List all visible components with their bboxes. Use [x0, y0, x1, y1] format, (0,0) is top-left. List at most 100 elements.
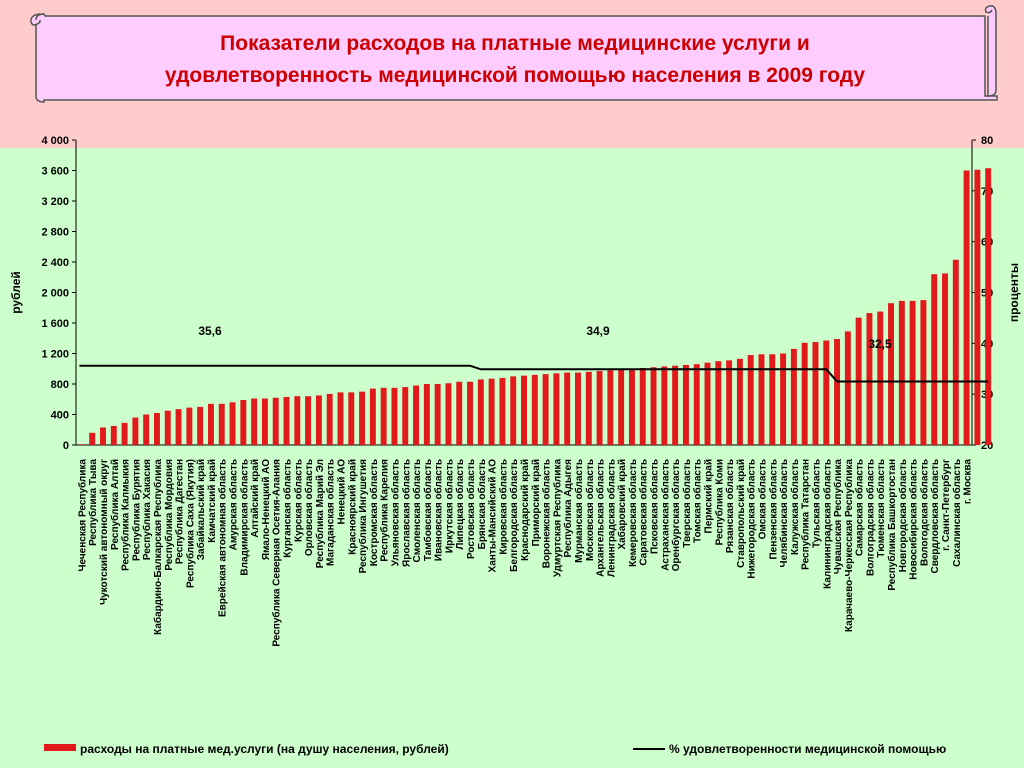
x-tick-label: Волгоградская область — [864, 459, 876, 576]
x-tick-label: Калужская область — [789, 459, 801, 555]
bar — [283, 396, 290, 445]
bar — [78, 444, 85, 445]
bar — [672, 365, 679, 445]
slide-title: Показатели расходов на платные медицинск… — [60, 28, 970, 92]
bar — [175, 409, 182, 445]
x-tick-label: Рязанская область — [724, 459, 736, 553]
x-tick-label: Республика Ингушетия — [357, 459, 369, 574]
x-tick-label: Нижегородская область — [746, 459, 758, 579]
x-tick-label: Республика Хакасия — [141, 459, 153, 560]
bar — [229, 402, 236, 445]
x-tick-label: Ханты-Мансийский АО — [488, 459, 499, 573]
x-tick-label: Оренбургская область — [670, 459, 682, 571]
y-tick-label: 400 — [51, 410, 69, 422]
bar — [294, 396, 301, 445]
bar — [423, 384, 430, 445]
bar — [628, 368, 635, 445]
x-tick-label: Республика Башкортостан — [886, 459, 898, 591]
bar — [607, 370, 614, 445]
bar — [218, 403, 225, 445]
bar — [758, 354, 765, 445]
bar — [207, 403, 214, 445]
bar — [769, 354, 776, 445]
bar — [186, 407, 193, 445]
data-label: 34,9 — [586, 324, 610, 338]
x-tick-label: Новгородская область — [897, 459, 909, 572]
x-tick-label: Чувашская Республика — [832, 459, 844, 575]
bar — [326, 393, 333, 445]
bar — [132, 417, 139, 445]
x-tick-label: Ненецкий АО — [337, 459, 348, 525]
bar — [348, 392, 355, 445]
bar — [920, 300, 927, 445]
x-tick-label: Ставропольский край — [736, 459, 747, 568]
bar — [467, 381, 473, 445]
bar — [801, 342, 808, 445]
x-tick-label: Свердловская область — [929, 459, 941, 574]
bar — [477, 379, 484, 445]
bar — [272, 397, 279, 445]
x-tick-label: Республика Бурятия — [130, 459, 142, 561]
x-tick-label: Красноярский край — [347, 459, 358, 555]
title-line-2: удовлетворенность медицинской помощью на… — [164, 64, 866, 87]
bar — [143, 414, 150, 445]
x-tick-label: Республика Татарстан — [800, 459, 812, 570]
y-axis-label: рублей — [9, 271, 23, 313]
bar — [952, 259, 959, 445]
x-tick-label: Иркутская область — [443, 459, 455, 553]
bar — [931, 274, 938, 445]
x-tick-label: Хабаровский край — [616, 459, 628, 550]
bar — [985, 168, 992, 445]
bar — [650, 367, 657, 445]
title-line-1: Показатели расходов на платные медицинск… — [220, 32, 810, 55]
x-tick-label: Республика Мордовия — [163, 459, 175, 571]
data-label: 32,5 — [868, 337, 892, 351]
bar — [974, 169, 981, 446]
x-tick-label: Самарская область — [854, 459, 866, 556]
bar — [413, 385, 420, 445]
bar — [445, 383, 452, 445]
x-tick-label: Краснодарский край — [520, 459, 531, 561]
x-tick-label: Липецкая область — [454, 459, 466, 550]
x-tick-label: Томская область — [692, 459, 704, 543]
x-tick-label: Республика Алтай — [109, 459, 121, 550]
legend-label-bars: расходы на платные мед.услуги (на душу н… — [80, 742, 449, 756]
bar — [521, 375, 527, 445]
x-tick-label: Новосибирская область — [908, 459, 920, 580]
x-tick-label: Калининградская область — [821, 459, 833, 589]
x-tick-label: Республика Саха (Якутия) — [184, 459, 196, 588]
x-tick-label: Республика Карелия — [379, 459, 391, 562]
y-tick-label: 2 000 — [41, 288, 69, 300]
x-tick-label: Московская область — [584, 459, 596, 561]
bar — [121, 422, 128, 445]
bar — [510, 376, 517, 445]
bar — [110, 425, 117, 445]
x-tick-label: Республика Северная Осетия-Алания — [271, 459, 283, 647]
bar — [963, 170, 970, 445]
bar — [434, 384, 441, 445]
y-tick-label: 1 200 — [41, 349, 69, 361]
x-tick-label: Курская область — [292, 459, 304, 542]
x-tick-label: Республика Калмыкия — [120, 459, 132, 571]
data-label: 35,6 — [198, 324, 222, 338]
bar — [456, 381, 463, 445]
bar — [780, 353, 787, 445]
x-tick-label: Сахалинская область — [951, 459, 963, 567]
bar — [564, 372, 571, 445]
bar — [844, 331, 851, 445]
bar — [488, 378, 495, 445]
bar — [359, 391, 366, 445]
bar — [736, 358, 743, 445]
bar — [315, 395, 322, 445]
x-tick-label: Орловская область — [303, 459, 315, 556]
bar — [715, 361, 722, 445]
y-tick-label: 3 600 — [41, 166, 69, 178]
x-tick-label: Тюменская область — [875, 459, 887, 558]
bar — [153, 412, 160, 445]
bar — [305, 396, 312, 445]
x-tick-label: Пермский край — [704, 459, 715, 533]
bar — [823, 340, 830, 445]
y-tick-label: 2 400 — [41, 257, 69, 269]
x-tick-label: Республика Марий Эл — [314, 459, 326, 568]
